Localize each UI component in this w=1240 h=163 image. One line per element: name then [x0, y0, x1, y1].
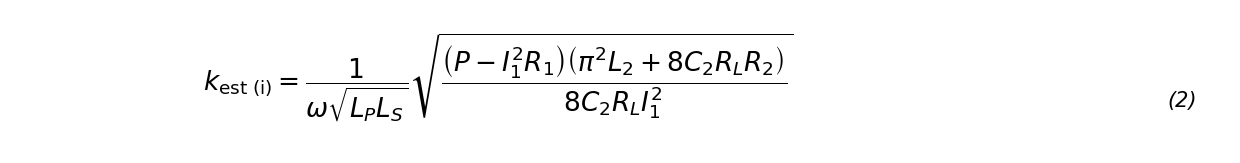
Text: $k_{\mathrm{est\ (i)}} = \dfrac{1}{\omega\sqrt{L_P L_S}} \sqrt{\dfrac{\left(P - : $k_{\mathrm{est\ (i)}} = \dfrac{1}{\omeg… — [203, 32, 794, 125]
Text: (2): (2) — [1168, 91, 1197, 111]
